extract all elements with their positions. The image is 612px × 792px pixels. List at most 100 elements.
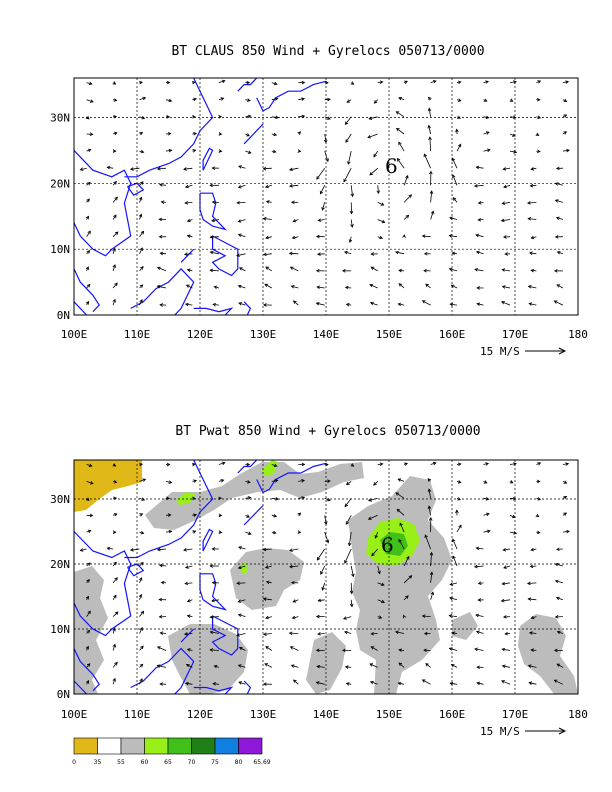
wind-arrow — [211, 547, 219, 551]
wind-arrow — [139, 645, 144, 651]
wind-arrow — [373, 99, 378, 104]
wind-arrow — [349, 202, 354, 215]
wind-arrow — [377, 219, 386, 224]
coastline-segment — [130, 268, 195, 316]
wind-arrow — [398, 538, 405, 550]
wind-arrow — [475, 165, 484, 170]
wind-arrow — [377, 582, 385, 586]
wind-arrow — [139, 663, 144, 668]
coastline-segment — [127, 563, 145, 577]
wind-arrow — [367, 514, 378, 520]
wind-arrow — [350, 81, 355, 85]
wind-arrow — [452, 174, 458, 186]
wind-arrow — [321, 202, 326, 211]
wind-arrow — [139, 497, 146, 501]
wind-arrow — [264, 184, 272, 189]
wind-arrow — [236, 253, 246, 257]
wind-arrow — [212, 302, 219, 307]
wind-arrow — [245, 114, 252, 119]
colorbar-swatch — [97, 737, 122, 755]
wind-arrow — [428, 516, 433, 533]
wind-arrow — [112, 530, 117, 534]
wind-arrow — [165, 480, 173, 484]
coastline-segment — [193, 686, 234, 695]
wind-arrow — [112, 463, 117, 467]
wind-arrow — [536, 462, 542, 466]
wind-arrow — [159, 631, 167, 636]
wind-arrow — [238, 302, 246, 306]
shade-mid-green — [380, 532, 408, 556]
wind-arrow — [112, 214, 117, 220]
wind-arrow — [186, 234, 193, 238]
wind-arrow — [192, 530, 197, 534]
wind-arrow — [403, 174, 409, 186]
wind-arrow — [183, 632, 193, 636]
coastline-segment — [256, 462, 327, 494]
wind-arrow — [536, 149, 541, 153]
wind-arrow — [86, 481, 94, 485]
gyre-marker: 6 — [385, 154, 398, 178]
x-tick-labels: 100E 110E 120E 130E 140E 150E 160E 170E 180 — [61, 708, 588, 721]
wind-arrow — [477, 598, 484, 602]
wind-arrow — [245, 531, 252, 535]
wind-arrow — [425, 283, 431, 289]
wind-arrow — [476, 681, 484, 686]
wind-arrow — [403, 80, 408, 84]
wind-arrow — [455, 128, 459, 135]
wind-arrow — [209, 268, 219, 273]
shaded-fields — [74, 460, 578, 694]
wind-arrow — [476, 665, 484, 670]
wind-arrow — [292, 219, 299, 223]
wind-arrow — [509, 462, 517, 466]
shade-light-green — [176, 492, 196, 505]
wind-arrow — [483, 98, 488, 102]
wind-arrow — [367, 133, 378, 139]
wind-arrow — [298, 97, 306, 101]
wind-arrow — [262, 597, 272, 601]
wind-arrow — [476, 302, 484, 307]
wind-arrow — [192, 513, 198, 517]
coastline-segment — [199, 192, 228, 231]
wind-arrow — [186, 598, 193, 603]
wind-arrow — [112, 196, 118, 203]
wind-arrow — [86, 529, 92, 534]
wind-arrow — [262, 682, 272, 686]
wind-arrow — [159, 682, 167, 686]
wind-arrow — [138, 593, 143, 600]
wind-arrow — [289, 564, 299, 569]
colorbar-swatch — [191, 737, 216, 755]
wind-arrow — [397, 302, 405, 307]
wind-arrow — [421, 300, 431, 306]
wind-arrow — [562, 529, 570, 534]
wind-arrow — [85, 595, 89, 600]
wind-arrow — [139, 478, 147, 482]
wind-arrow — [562, 131, 568, 135]
wind-arrow — [156, 547, 167, 552]
wind-arrow — [562, 480, 568, 484]
wind-arrow — [245, 133, 250, 137]
wind-arrow — [449, 302, 458, 307]
x-tick-label: 130E — [250, 328, 277, 341]
wind-arrow — [398, 283, 405, 289]
wind-arrow — [113, 480, 118, 484]
y-tick-label: 30N — [50, 112, 70, 125]
wind-arrow — [427, 488, 432, 499]
wind-arrow — [218, 79, 226, 84]
wind-arrow — [237, 219, 246, 223]
wind-arrow — [475, 613, 484, 618]
wind-arrow — [345, 682, 352, 686]
wind-arrow — [475, 250, 484, 255]
wind-arrow — [345, 481, 352, 485]
wind-arrow — [553, 679, 564, 685]
y-tick-label: 20N — [50, 558, 70, 571]
wind-arrow — [377, 235, 383, 240]
wind-arrow — [346, 99, 352, 103]
wind-arrow — [475, 630, 484, 634]
wind-arrow — [483, 480, 488, 484]
wind-arrow — [562, 462, 570, 466]
wind-arrow — [373, 481, 378, 486]
wind-arrow — [324, 479, 331, 484]
wind-arrow — [315, 614, 325, 619]
wind-arrow — [509, 98, 514, 102]
